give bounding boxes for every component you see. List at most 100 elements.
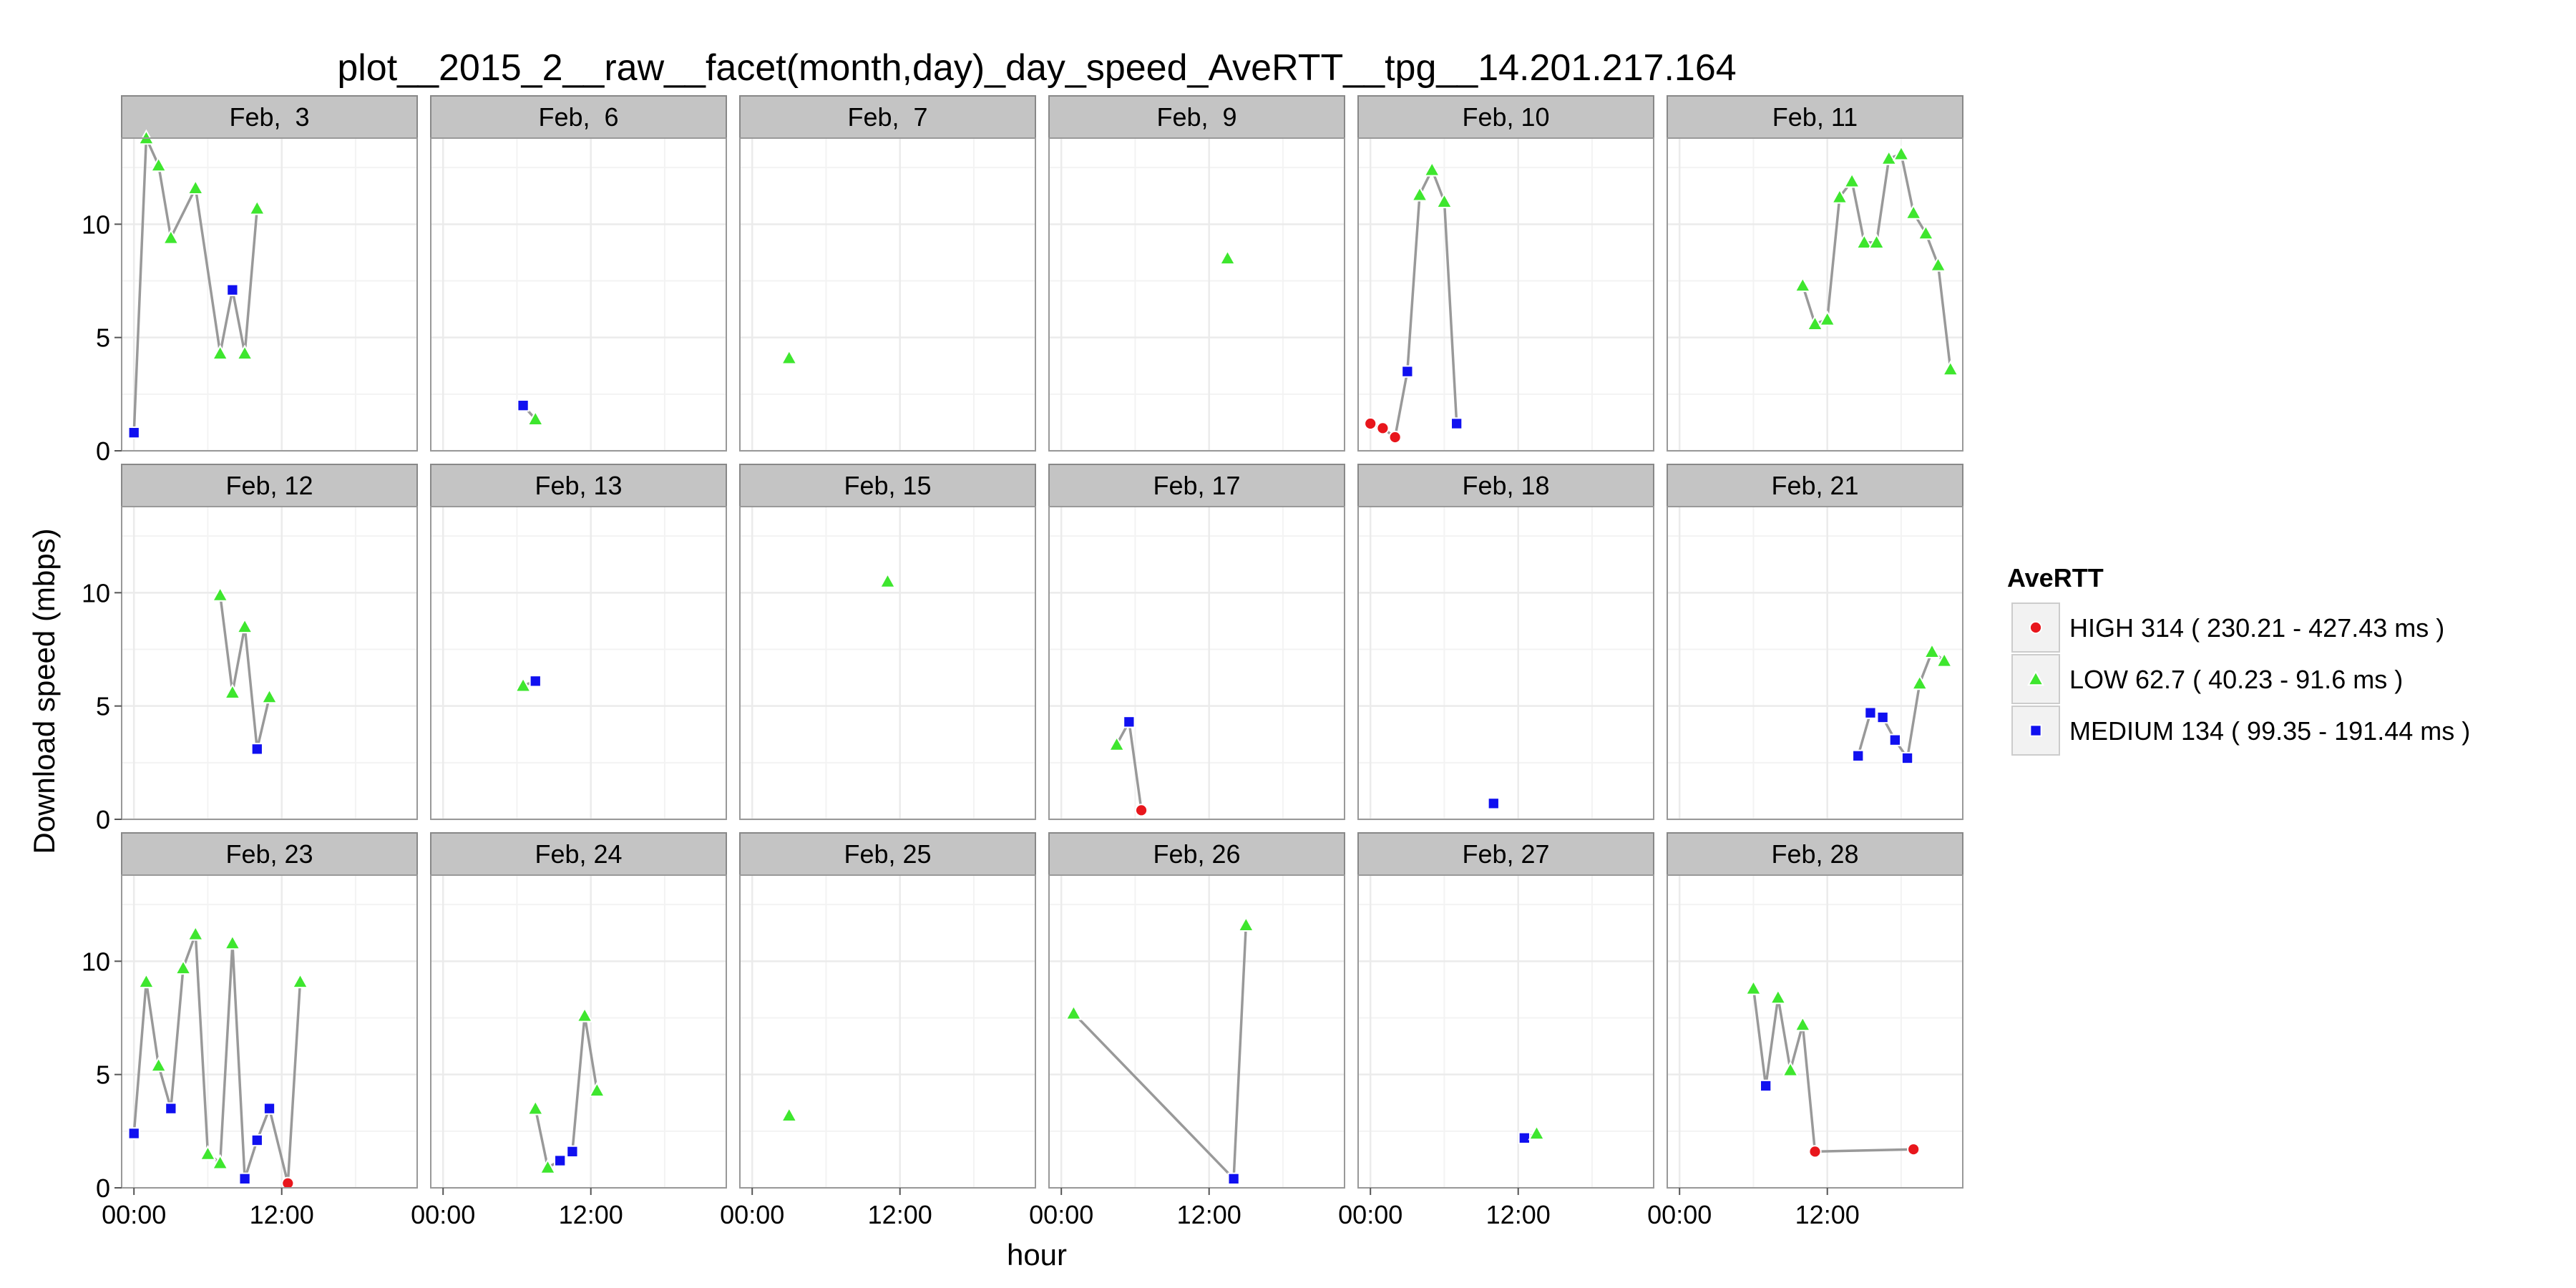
data-point-high — [1388, 430, 1402, 444]
y-tick-label: 10 — [82, 947, 110, 976]
panel-border — [121, 874, 418, 1189]
data-point-low — [1065, 1004, 1083, 1020]
data-point-medium — [566, 1145, 579, 1158]
panel-background — [1667, 507, 1963, 819]
y-tick-label: 5 — [96, 323, 110, 353]
data-point-low — [199, 1145, 217, 1161]
data-point-low — [1843, 172, 1861, 188]
legend-marker-circle — [2029, 620, 2043, 635]
y-tick-label: 5 — [96, 692, 110, 721]
legend-item-high: HIGH 314 ( 230.21 - 427.43 ms ) — [2011, 602, 2444, 653]
data-point-low — [1219, 249, 1236, 265]
panel-background — [1358, 875, 1654, 1188]
x-axis-label: hour — [1007, 1238, 1067, 1272]
y-tick-label: 0 — [96, 805, 110, 834]
panel-border — [1048, 137, 1345, 452]
facet-strip-label: Feb, 28 — [1771, 839, 1858, 869]
data-point-low — [150, 1056, 167, 1073]
data-point-low — [248, 199, 266, 215]
data-point-low — [150, 156, 167, 172]
x-tick-label: 12:00 — [559, 1200, 623, 1229]
facet-strip — [121, 95, 418, 139]
data-point-low — [260, 688, 278, 704]
legend-item-label: MEDIUM 134 ( 99.35 - 191.44 ms ) — [2069, 716, 2470, 746]
facet-strip-label: Feb, 18 — [1462, 471, 1549, 500]
x-tick-label: 12:00 — [1795, 1200, 1860, 1229]
panel-border — [1048, 506, 1345, 820]
data-point-medium — [1450, 417, 1463, 430]
panel-background — [1358, 507, 1654, 819]
panel-background — [1667, 875, 1963, 1188]
legend-item-label: LOW 62.7 ( 40.23 - 91.6 ms ) — [2069, 665, 2403, 694]
data-point-medium — [226, 283, 239, 296]
data-point-medium — [1876, 711, 1889, 724]
panel-border — [1667, 874, 1963, 1189]
facet-panel: Feb, 9 — [1048, 95, 1345, 452]
x-tick-label: 00:00 — [102, 1200, 166, 1229]
facet-panel: Feb, 27 00:00 12:00 — [1338, 832, 1654, 1229]
panel-background — [740, 875, 1035, 1188]
data-point-low — [1423, 160, 1441, 177]
legend-items: HIGH 314 ( 230.21 - 427.43 ms ) LOW 62.7 … — [2011, 602, 2470, 756]
data-point-medium — [1760, 1079, 1772, 1093]
x-tick-label: 12:00 — [1486, 1200, 1551, 1229]
x-tick-label: 00:00 — [720, 1200, 784, 1229]
facet-strip-label: Feb, 27 — [1462, 839, 1549, 869]
data-point-low — [576, 1006, 594, 1023]
facet-strip-label: Feb, 7 — [847, 102, 927, 132]
facet-strip-label: Feb, 17 — [1153, 471, 1240, 500]
facet-panel: Feb, 13 — [430, 464, 727, 821]
data-point-medium — [238, 1172, 251, 1185]
data-point-low — [1528, 1124, 1546, 1141]
facet-strip — [739, 95, 1036, 139]
data-point-low — [1769, 988, 1787, 1005]
data-point-low — [1868, 233, 1885, 249]
data-point-low — [187, 179, 205, 195]
data-point-low — [211, 586, 229, 602]
facet-strip — [1048, 832, 1345, 876]
panel-background — [431, 875, 726, 1188]
facet-strip — [121, 832, 418, 876]
data-point-medium — [263, 1102, 276, 1115]
data-point-low — [588, 1081, 606, 1098]
data-point-low — [1905, 204, 1923, 220]
panel-background — [1049, 875, 1345, 1188]
data-point-medium — [250, 743, 263, 756]
facet-strip-label: Feb, 15 — [844, 471, 931, 500]
facet-panel: Feb, 7 — [739, 95, 1036, 452]
data-point-low — [879, 572, 897, 588]
data-point-low — [1936, 651, 1953, 668]
data-point-low — [162, 228, 180, 245]
facet-strip-label: Feb, 26 — [1153, 839, 1240, 869]
data-point-low — [1782, 1060, 1800, 1077]
data-point-low — [780, 348, 798, 365]
data-point-medium — [517, 399, 530, 412]
data-point-low — [223, 683, 241, 699]
data-point-low — [1917, 224, 1935, 240]
panel-background — [1049, 138, 1345, 451]
facet-panel: Feb, 18 — [1357, 464, 1654, 821]
data-point-high — [1376, 421, 1390, 435]
panel-background — [122, 507, 417, 819]
data-point-low — [527, 410, 545, 426]
data-point-low — [780, 1106, 798, 1122]
panel-border — [1357, 506, 1654, 820]
data-point-low — [1410, 185, 1429, 202]
x-tick-label: 12:00 — [1177, 1200, 1241, 1229]
data-point-low — [211, 344, 229, 361]
data-point-medium — [165, 1102, 177, 1115]
data-point-low — [1911, 674, 1928, 691]
data-point-low — [539, 1158, 557, 1174]
panel-background — [431, 507, 726, 819]
facet-strip — [739, 464, 1036, 507]
facet-panel: Feb, 11 — [1667, 95, 1963, 452]
facet-strip-label: Feb, 9 — [1156, 102, 1236, 132]
panel-border — [1048, 874, 1345, 1189]
facet-panel: Feb, 12 0 5 10 — [82, 464, 418, 834]
data-point-medium — [127, 426, 140, 439]
panel-background — [740, 507, 1035, 819]
facet-strip-label: Feb, 12 — [225, 471, 313, 500]
data-point-low — [1830, 187, 1848, 204]
data-point-low — [1435, 192, 1453, 208]
